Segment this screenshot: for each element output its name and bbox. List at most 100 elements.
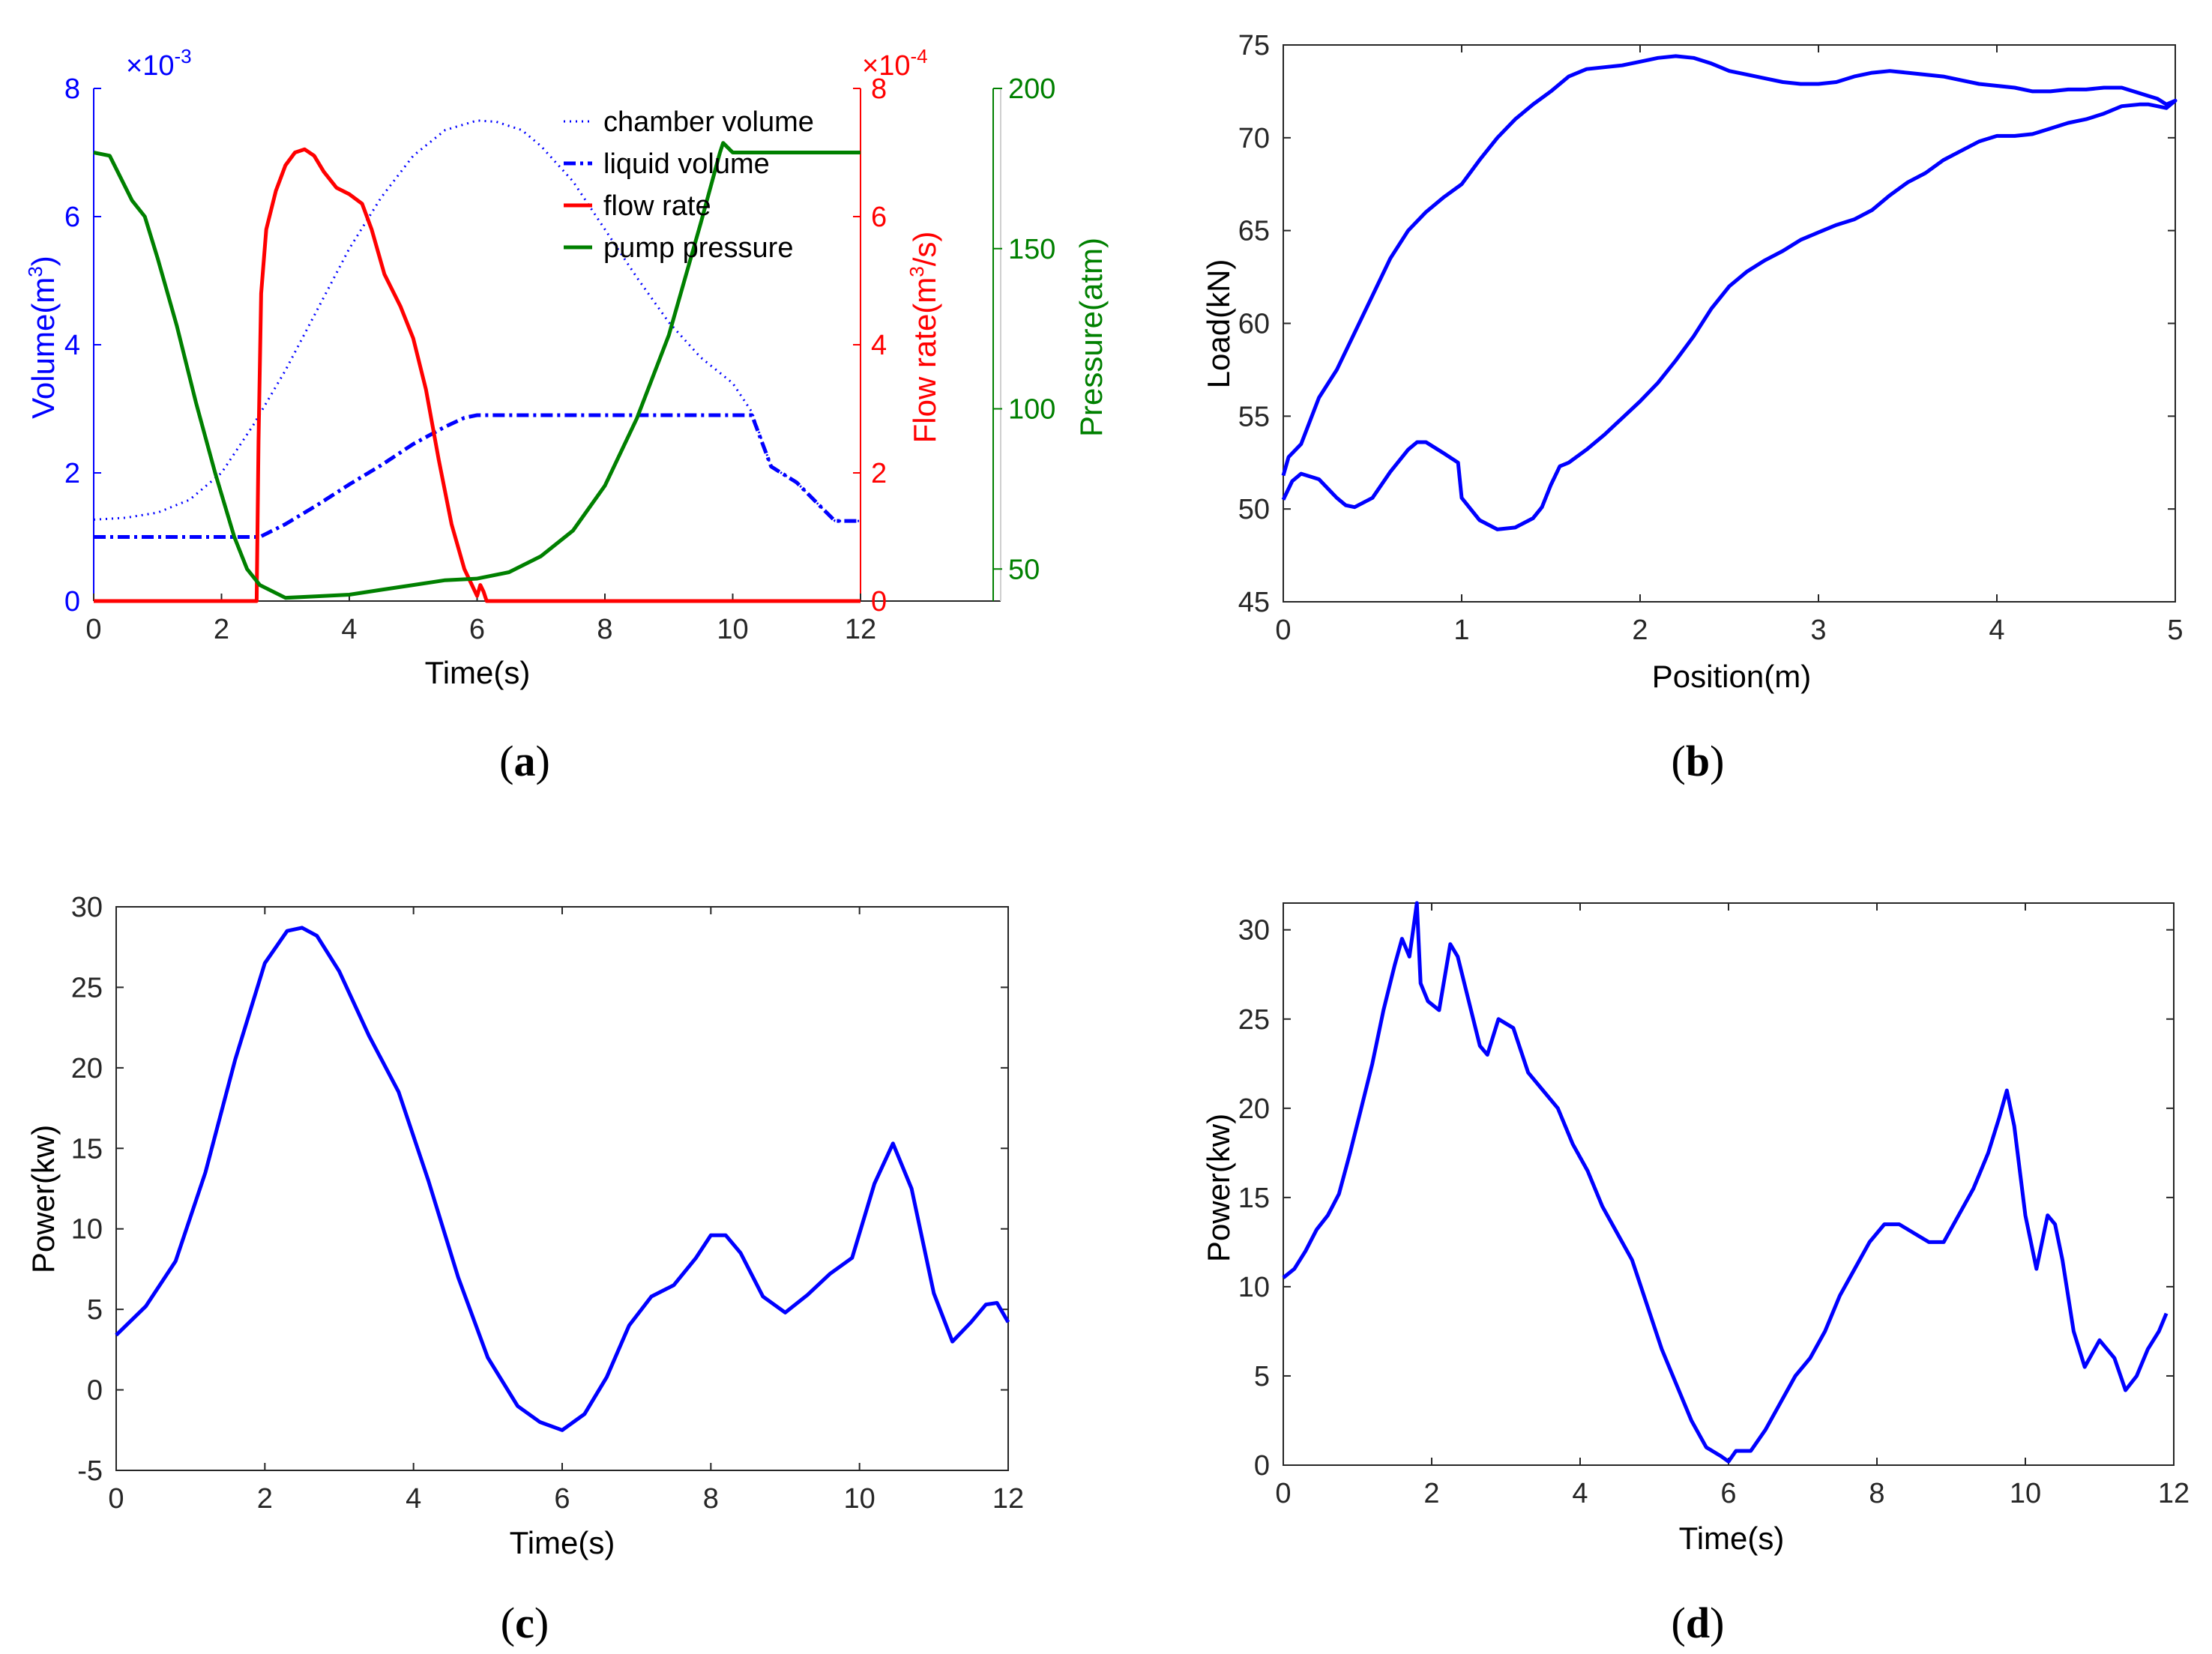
right-tick-label: 4 [871, 330, 887, 361]
caption-b: (b) [1672, 737, 1725, 785]
y-tick-label: 30 [1238, 915, 1270, 947]
b-xlabel: Position(m) [1652, 659, 1811, 694]
x-tick-label: 8 [703, 1483, 719, 1515]
x-tick-label: 12 [845, 614, 876, 645]
y-tick-label: 0 [87, 1375, 103, 1407]
x-tick-label: 5 [2167, 615, 2183, 646]
x-tick-label: 4 [341, 614, 357, 645]
d-plot-area: 0 2 4 6 8 10 12 0 5 10 15 20 25 30 [1238, 901, 2190, 1509]
legend-label: chamber volume [603, 106, 814, 138]
caption-a: (a) [499, 737, 550, 785]
pressure-tick-label: 50 [1008, 554, 1040, 585]
right-tick-label: 0 [871, 586, 887, 618]
a-left-ylabel: Volume(m3) [24, 256, 61, 419]
left-tick-label: 6 [64, 202, 80, 233]
y-tick-label: 50 [1238, 494, 1270, 525]
series-chamber-volume [93, 119, 861, 522]
y-tick-label: 15 [1238, 1183, 1270, 1214]
x-tick-label: 2 [214, 614, 229, 645]
pressure-tick-label: 150 [1008, 234, 1055, 265]
x-tick-label: 10 [2010, 1478, 2041, 1509]
d-xlabel: Time(s) [1679, 1521, 1785, 1556]
left-tick-label: 0 [64, 586, 80, 618]
b-ylabel: Load(kN) [1201, 259, 1236, 389]
caption-c: (c) [501, 1599, 549, 1647]
legend-item-liquid-volume: liquid volume [564, 148, 770, 180]
pressure-tick-label: 100 [1008, 394, 1055, 426]
x-tick-label: 12 [2158, 1478, 2190, 1509]
y-tick-label: 5 [1254, 1361, 1270, 1392]
x-tick-label: 2 [1632, 615, 1648, 646]
legend-item-flow-rate: flow rate [564, 190, 711, 222]
a-pressure-ylabel: Pressure(atm) [1073, 238, 1109, 437]
left-tick-label: 2 [64, 458, 80, 489]
y-tick-label: 30 [71, 892, 103, 923]
y-tick-label: 25 [1238, 1004, 1270, 1036]
x-tick-label: 8 [597, 614, 612, 645]
x-tick-label: 0 [85, 614, 101, 645]
a-left-exponent: ×10-3 [126, 45, 192, 82]
x-tick-label: 4 [1989, 615, 2004, 646]
x-tick-label: 4 [406, 1483, 421, 1515]
y-tick-label: 65 [1238, 216, 1270, 247]
y-tick-label: 75 [1238, 30, 1270, 61]
c-xlabel: Time(s) [510, 1525, 615, 1560]
y-tick-label: -5 [77, 1455, 103, 1487]
legend-label: liquid volume [603, 148, 770, 180]
series-flow-rate [94, 147, 861, 603]
y-tick-label: 10 [1238, 1272, 1270, 1303]
a-legend: chamber volume liquid volume flow rate p… [564, 106, 814, 264]
caption-d: (d) [1672, 1599, 1725, 1647]
left-tick-label: 8 [64, 73, 80, 105]
legend-item-chamber-volume: chamber volume [564, 106, 814, 138]
d-plot-frame [1283, 902, 2175, 1466]
x-tick-label: 6 [469, 614, 485, 645]
y-tick-label: 55 [1238, 401, 1270, 432]
legend-label: pump pressure [603, 232, 793, 264]
series-power [115, 926, 1010, 1432]
y-tick-label: 20 [1238, 1093, 1270, 1125]
legend-item-pump-pressure: pump pressure [564, 232, 793, 264]
y-tick-label: 20 [71, 1053, 103, 1084]
pressure-tick-label: 200 [1008, 73, 1055, 105]
y-tick-label: 0 [1254, 1450, 1270, 1482]
x-tick-label: 6 [554, 1483, 570, 1515]
x-tick-label: 3 [1810, 615, 1826, 646]
x-tick-label: 0 [108, 1483, 124, 1515]
legend-label: flow rate [603, 190, 711, 222]
left-tick-label: 4 [64, 330, 80, 361]
c-ylabel: Power(kw) [25, 1125, 61, 1273]
b-plot-frame [1283, 44, 2176, 603]
right-tick-label: 6 [871, 202, 887, 233]
x-tick-label: 10 [717, 614, 748, 645]
x-tick-label: 2 [257, 1483, 273, 1515]
y-tick-label: 5 [87, 1294, 103, 1326]
x-tick-label: 4 [1572, 1478, 1588, 1509]
a-right-exponent: ×10-4 [862, 45, 928, 82]
a-right-ylabel: Flow rate(m3/s) [905, 232, 942, 444]
right-tick-label: 8 [871, 73, 887, 105]
x-tick-label: 8 [1869, 1478, 1884, 1509]
a-xlabel: Time(s) [425, 655, 531, 690]
x-tick-label: 0 [1275, 615, 1291, 646]
series-pump-pressure [93, 141, 861, 600]
series-load-curve [1281, 54, 2178, 531]
series-liquid-volume [94, 413, 861, 539]
y-tick-label: 15 [71, 1133, 103, 1165]
series-power [1282, 901, 2169, 1464]
y-tick-label: 25 [71, 972, 103, 1003]
x-tick-label: 2 [1423, 1478, 1439, 1509]
y-tick-label: 10 [71, 1214, 103, 1246]
right-tick-label: 2 [871, 458, 887, 489]
x-tick-label: 12 [992, 1483, 1024, 1515]
x-tick-label: 0 [1275, 1478, 1291, 1509]
y-tick-label: 70 [1238, 123, 1270, 154]
